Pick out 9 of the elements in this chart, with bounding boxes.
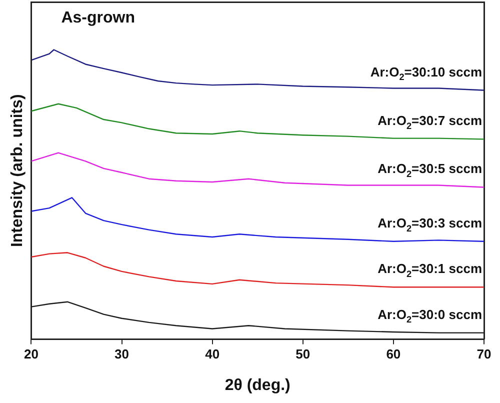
x-tick-label: 30	[114, 346, 129, 362]
x-tick-label: 70	[476, 346, 492, 362]
y-axis-title: Intensity (arb. units)	[9, 94, 26, 248]
x-tick-label: 50	[296, 346, 310, 362]
chart-title: As-grown	[61, 9, 135, 26]
x-tick-label: 20	[24, 346, 38, 362]
x-tick-label: 40	[205, 346, 220, 362]
x-axis-title: 2θ (deg.)	[224, 376, 290, 394]
x-tick-label: 60	[386, 346, 401, 362]
